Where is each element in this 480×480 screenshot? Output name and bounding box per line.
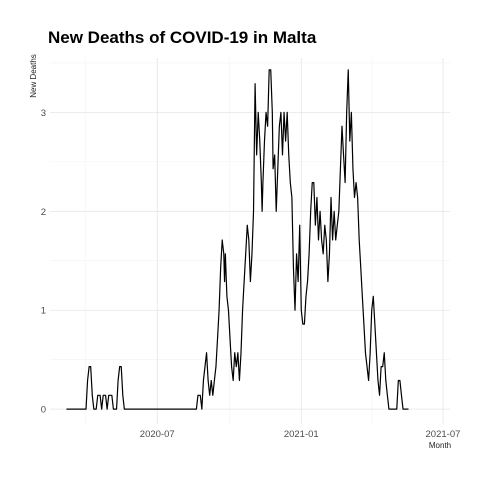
y-axis-label: New Deaths: [29, 54, 38, 98]
series-line: [66, 69, 409, 410]
chart-title: New Deaths of COVID-19 in Malta: [48, 28, 317, 47]
major-gridlines: [50, 58, 450, 424]
y-tick-label: 2: [41, 207, 46, 218]
x-tick-label: 2021-07: [426, 429, 461, 440]
minor-gridlines: [50, 58, 450, 424]
y-tick-label: 0: [41, 405, 46, 416]
x-axis-label: Month: [429, 441, 451, 450]
x-tick-label: 2021-01: [284, 429, 319, 440]
y-axis-tick-labels: 0 1 2 3: [41, 108, 46, 416]
x-axis-tick-labels: 2020-07 2021-01 2021-07: [140, 429, 461, 440]
y-tick-label: 3: [41, 108, 46, 119]
y-tick-label: 1: [41, 306, 46, 317]
x-tick-label: 2020-07: [140, 429, 175, 440]
